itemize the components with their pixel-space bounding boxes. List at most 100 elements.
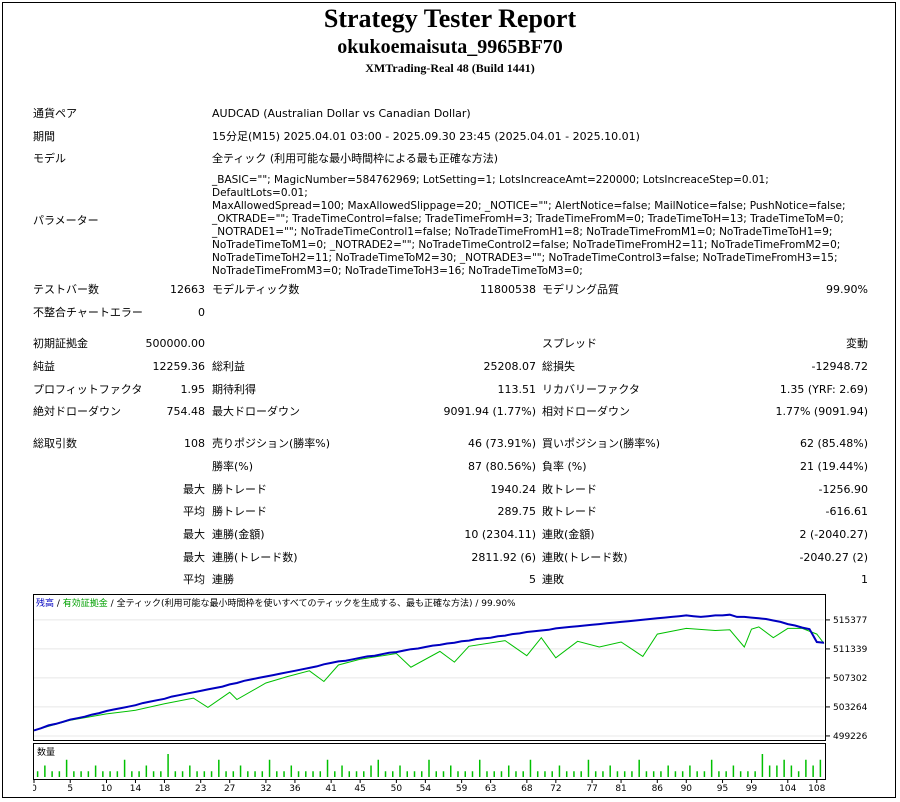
balance-line [33,613,825,732]
x-tick-label-15: 68 [521,784,533,794]
total-trades-label: 総取引数 [33,437,77,450]
rel-dd-label: 相対ドローダウン [542,405,630,418]
abs-dd-value: 754.48 [166,405,206,418]
max-label-1: 最大 [183,483,205,496]
recovery-value: 1.35 (YRF: 2.69) [779,383,868,396]
equity-line [33,626,825,731]
main-plot-frame [33,594,826,741]
report-title: Strategy Tester Report [323,4,577,33]
legend-sep-1: / [54,599,63,609]
recovery-label: リカバリーファクタ [542,383,640,396]
short-value: 46 (73.91%) [467,437,536,450]
x-tick-label-1: 5 [67,784,73,794]
spread-value: 変動 [846,337,868,350]
deposit-value: 500000.00 [145,337,206,350]
ticks-value: 11800538 [480,283,536,296]
max-dd-label: 最大ドローダウン [212,405,300,418]
y-tick-label-1: 511339 [833,645,868,655]
x-tick-label-16: 72 [550,784,561,794]
avg-win-value: 289.75 [497,505,537,518]
bars-value: 12663 [170,283,205,296]
quality-value: 99.90% [826,283,868,296]
x-tick-label-8: 36 [289,784,301,794]
pf-label: プロフィットファクタ [33,383,143,396]
gross-loss-label: 総損失 [542,360,575,373]
x-tick-label-18: 81 [615,784,626,794]
y-tick-label-2: 507302 [833,674,867,684]
volume-label: 数量 [37,746,55,758]
max-dd-value: 9091.94 (1.77%) [443,405,536,418]
legend-balance: 残高 [36,597,54,609]
avg-label-2: 平均 [183,573,205,586]
gross-profit-label: 総利益 [212,360,245,373]
largest-win-value: 1940.24 [490,483,537,496]
legend-sep-2: / [108,599,117,609]
x-tick-label-5: 23 [195,784,206,794]
balance-chart: 残高 / 有効証拠金 / 全ティック(利用可能な最小時間枠を使いすべてのティック… [33,594,868,794]
long-value: 62 (85.48%) [799,437,868,450]
avg-consec-loss-label: 連敗 [542,573,564,586]
abs-dd-label: 絶対ドローダウン [33,405,121,418]
x-tick-label-23: 104 [779,784,796,794]
params-value: _BASIC=""; MagicNumber=584762969; LotSet… [212,174,846,277]
avg-consec-win-value: 5 [529,573,536,586]
net-value: 12259.36 [152,360,206,373]
params-label: パラメーター [33,214,99,227]
x-tick-label-10: 45 [354,784,365,794]
avg-win-label: 勝トレード [212,505,267,518]
server-info: XMTrading-Real 48 (Build 1441) [365,61,535,75]
max-consec-lossamt-label: 連敗(トレード数) [542,551,628,564]
long-label: 買いポジション(勝率%) [542,437,661,450]
legend-quality: 99.90% [481,599,516,609]
expected-label: 期待利得 [212,383,256,396]
max-consec-profit-label: 連勝(トレード数) [212,551,298,564]
spread-label: スプレッド [542,337,597,350]
legend-equity: 有効証拠金 [63,597,108,609]
x-tick-label-11: 50 [391,784,403,794]
model-value: 全ティック (利用可能な最小時間枠による最も正確な方法) [212,152,499,165]
pair-value: AUDCAD (Australian Dollar vs Canadian Do… [212,107,471,120]
x-tick-label-13: 59 [456,784,468,794]
expected-value: 113.51 [497,383,537,396]
gross-loss-value: -12948.72 [811,360,868,373]
short-label: 売りポジション(勝率%) [212,437,331,450]
x-tick-label-19: 86 [652,784,664,794]
x-tick-label-12: 54 [420,784,432,794]
max-consec-lossamt-value: -2040.27 (2) [799,551,868,564]
chart-legend: 残高 / 有効証拠金 / 全ティック(利用可能な最小時間枠を使いすべてのティック… [36,597,516,609]
mismatch-value: 0 [198,306,205,319]
x-tick-label-3: 14 [130,784,142,794]
deposit-label: 初期証拠金 [33,337,88,350]
pair-label: 通貨ペア [33,107,77,120]
pf-value: 1.95 [180,383,206,396]
mismatch-label: 不整合チャートエラー [33,306,143,319]
x-tick-label-21: 95 [717,784,728,794]
avg-consec-win-label: 連勝 [212,573,234,586]
y-tick-label-3: 503264 [833,703,868,713]
max-label-2: 最大 [183,528,205,541]
max-consec-loss-value: 2 (-2040.27) [799,528,868,541]
net-label: 純益 [33,360,55,373]
largest-loss-label: 敗トレード [542,483,597,496]
loss-value: 21 (19.44%) [799,460,868,473]
x-tick-label-9: 41 [325,784,336,794]
period-value: 15分足(M15) 2025.04.01 03:00 - 2025.09.30 … [212,130,640,143]
x-tick-label-24: 108 [808,784,825,794]
x-tick-label-14: 63 [485,784,496,794]
max-consec-win-label: 連勝(金額) [212,528,265,541]
legend-sep-3: / [473,599,482,609]
x-tick-label-7: 32 [260,784,271,794]
avg-loss-label: 敗トレード [542,505,597,518]
quality-label: モデリング品質 [542,283,619,296]
period-label: 期間 [33,130,55,143]
max-consec-win-value: 10 (2304.11) [464,528,536,541]
x-tick-label-20: 90 [681,784,693,794]
largest-loss-value: -1256.90 [818,483,868,496]
x-tick-label-22: 99 [746,784,758,794]
legend-model: 全ティック(利用可能な最小時間枠を使いすべてのティックを生成する、最も正確な方法… [117,597,473,609]
gross-profit-value: 25208.07 [483,360,537,373]
win-label: 勝率(%) [212,460,254,473]
account-name: okukoemaisuta_9965BF70 [337,36,563,58]
x-tick-label-2: 10 [101,784,113,794]
